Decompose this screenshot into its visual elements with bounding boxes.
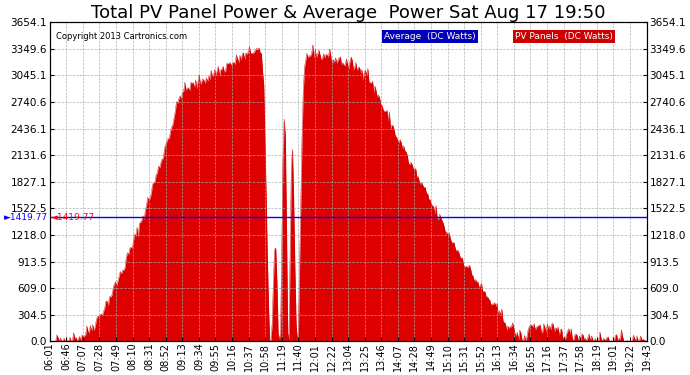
Text: ◄1419.77: ◄1419.77 [51, 213, 95, 222]
Text: Copyright 2013 Cartronics.com: Copyright 2013 Cartronics.com [56, 32, 187, 41]
Title: Total PV Panel Power & Average  Power Sat Aug 17 19:50: Total PV Panel Power & Average Power Sat… [91, 4, 605, 22]
Text: ►1419.77: ►1419.77 [4, 213, 48, 222]
Text: Average  (DC Watts): Average (DC Watts) [384, 32, 475, 41]
Text: PV Panels  (DC Watts): PV Panels (DC Watts) [515, 32, 613, 41]
